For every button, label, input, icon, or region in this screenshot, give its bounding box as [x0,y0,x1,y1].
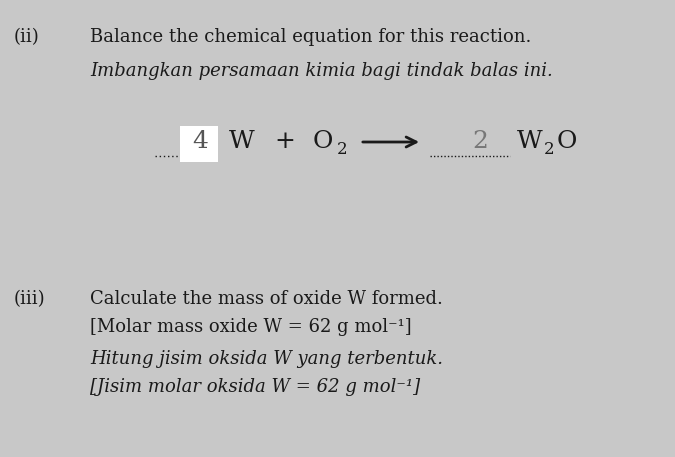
Text: W: W [517,130,543,153]
Text: (ii): (ii) [14,28,40,46]
Text: [Molar mass oxide W = 62 g mol⁻¹]: [Molar mass oxide W = 62 g mol⁻¹] [90,318,412,336]
Text: 2: 2 [337,141,348,158]
Text: Calculate the mass of oxide W formed.: Calculate the mass of oxide W formed. [90,290,443,308]
Text: +: + [275,130,296,153]
Text: 4: 4 [192,130,208,153]
Text: (iii): (iii) [14,290,46,308]
Text: W: W [229,130,255,153]
Text: O: O [557,130,577,153]
Text: Imbangkan persamaan kimia bagi tindak balas ini.: Imbangkan persamaan kimia bagi tindak ba… [90,62,553,80]
Text: 2: 2 [544,141,555,158]
Bar [180,126,218,162]
Text: [Jisim molar oksida W = 62 g mol⁻¹]: [Jisim molar oksida W = 62 g mol⁻¹] [90,378,420,396]
Text: 2: 2 [472,130,488,153]
Text: Balance the chemical equation for this reaction.: Balance the chemical equation for this r… [90,28,531,46]
Text: O: O [313,130,333,153]
Text: Hitung jisim oksida W yang terbentuk.: Hitung jisim oksida W yang terbentuk. [90,350,443,368]
